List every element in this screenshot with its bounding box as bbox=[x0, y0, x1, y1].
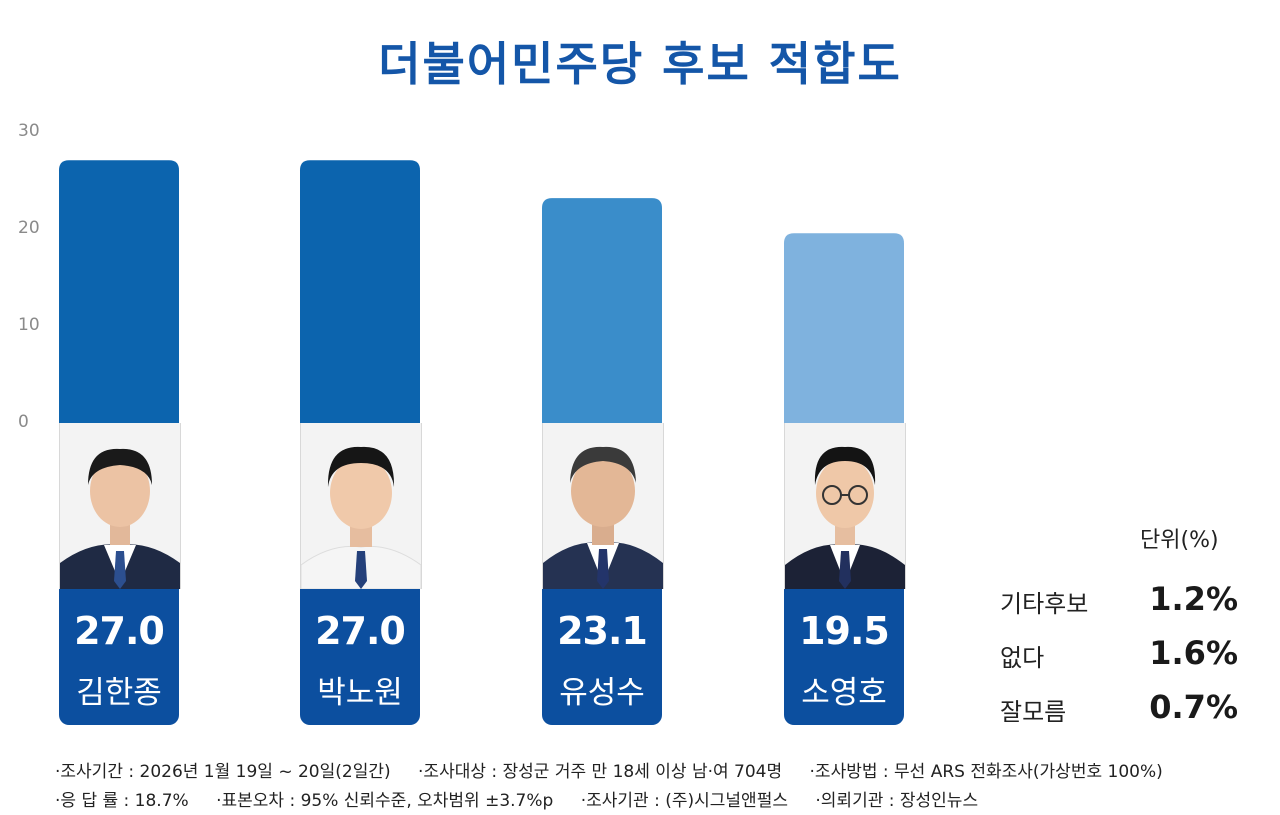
category-label: 김한종 bbox=[76, 675, 162, 711]
candidate-label-box: 27.0 박노원 bbox=[300, 589, 420, 725]
extra-value: 1.6% bbox=[1149, 634, 1238, 672]
extra-row: 잘모름 0.7% bbox=[1000, 688, 1240, 728]
extra-label: 잘모름 bbox=[1000, 698, 1067, 726]
survey-note: ·조사기관 : (주)시그널앤펄스 bbox=[580, 791, 788, 811]
bar-소영호 bbox=[784, 233, 904, 423]
survey-note: ·조사대상 : 장성군 거주 만 18세 이상 남·여 704명 bbox=[418, 762, 783, 782]
candidate-photo bbox=[784, 423, 906, 589]
survey-notes-line: ·조사기간 : 2026년 1월 19일 ~ 20일(2일간) ·조사대상 : … bbox=[55, 757, 1185, 782]
category-label: 소영호 bbox=[801, 675, 887, 711]
chart-title: 더불어민주당 후보 적합도 bbox=[378, 37, 902, 91]
y-tick-label: 10 bbox=[18, 315, 40, 335]
bar-박노원 bbox=[300, 160, 420, 423]
candidate-label-box: 27.0 김한종 bbox=[59, 589, 179, 725]
data-label: 19.5 bbox=[799, 609, 890, 653]
survey-note: ·조사방법 : 무선 ARS 전화조사(가상번호 100%) bbox=[809, 762, 1163, 782]
bar-유성수 bbox=[542, 198, 662, 423]
extra-row: 기타후보 1.2% bbox=[1000, 580, 1240, 620]
extra-label: 없다 bbox=[1000, 644, 1045, 672]
data-label: 23.1 bbox=[557, 609, 648, 653]
y-tick-label: 30 bbox=[18, 121, 40, 141]
extra-row: 없다 1.6% bbox=[1000, 634, 1240, 674]
survey-note: ·의뢰기관 : 장성인뉴스 bbox=[815, 791, 979, 811]
candidate-photo bbox=[542, 423, 664, 589]
category-label: 유성수 bbox=[559, 675, 645, 711]
data-label: 27.0 bbox=[315, 609, 406, 653]
extra-label: 기타후보 bbox=[1000, 590, 1089, 618]
y-tick-label: 0 bbox=[18, 412, 29, 432]
candidate-photo bbox=[59, 423, 181, 589]
survey-note: ·표본오차 : 95% 신뢰수준, 오차범위 ±3.7%p bbox=[216, 791, 554, 811]
candidate-label-box: 19.5 소영호 bbox=[784, 589, 904, 725]
unit-label: 단위(%) bbox=[1140, 528, 1219, 553]
survey-note: ·응 답 률 : 18.7% bbox=[55, 791, 189, 811]
survey-note: ·조사기간 : 2026년 1월 19일 ~ 20일(2일간) bbox=[55, 762, 391, 782]
bar-김한종 bbox=[59, 160, 179, 423]
y-tick-label: 20 bbox=[18, 218, 40, 238]
candidate-photo bbox=[300, 423, 422, 589]
survey-notes-line: ·응 답 률 : 18.7% ·표본오차 : 95% 신뢰수준, 오차범위 ±3… bbox=[55, 786, 1000, 811]
extra-value: 0.7% bbox=[1149, 688, 1238, 726]
extra-value: 1.2% bbox=[1149, 580, 1238, 618]
category-label: 박노원 bbox=[317, 675, 403, 711]
candidate-label-box: 23.1 유성수 bbox=[542, 589, 662, 725]
data-label: 27.0 bbox=[74, 609, 165, 653]
